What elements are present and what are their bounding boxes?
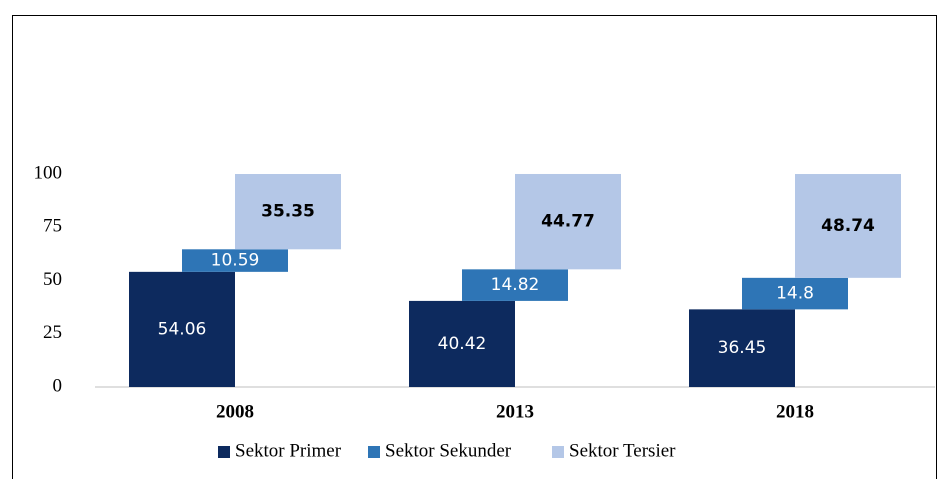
x-tick-label: 2008 <box>216 401 254 422</box>
x-tick-label: 2018 <box>776 401 814 422</box>
bar-segment <box>409 300 515 387</box>
legend-label: Sektor Sekunder <box>385 440 512 461</box>
bar-segment <box>129 271 235 387</box>
bar-segment <box>795 174 901 278</box>
x-tick-label: 2013 <box>496 401 534 422</box>
chart-frame <box>12 15 937 479</box>
y-tick-label: 75 <box>43 216 62 237</box>
y-tick-label: 50 <box>43 269 62 290</box>
legend-swatch <box>368 446 380 458</box>
legend-swatch <box>552 446 564 458</box>
data-label: 44.77 <box>541 212 595 232</box>
bar-segment <box>689 309 795 387</box>
legend-label: Sektor Tersier <box>569 440 676 461</box>
bar-segment <box>742 277 848 310</box>
data-label: 54.06 <box>158 319 207 339</box>
y-tick-label: 25 <box>43 322 62 343</box>
bar-segment <box>515 173 621 270</box>
legend-swatch <box>218 446 230 458</box>
legend-label: Sektor Primer <box>235 440 342 461</box>
bar-segment <box>182 249 288 272</box>
data-label: 40.42 <box>438 334 487 354</box>
data-label: 36.45 <box>718 338 767 358</box>
data-label: 35.35 <box>261 202 315 222</box>
y-tick-label: 100 <box>34 162 63 183</box>
bar-segment <box>235 174 341 250</box>
bar-segment <box>462 269 568 301</box>
data-label: 14.82 <box>491 275 540 295</box>
data-label: 14.8 <box>776 284 814 304</box>
y-tick-label: 0 <box>53 375 63 396</box>
data-label: 48.74 <box>821 216 875 236</box>
data-label: 10.59 <box>211 251 260 271</box>
